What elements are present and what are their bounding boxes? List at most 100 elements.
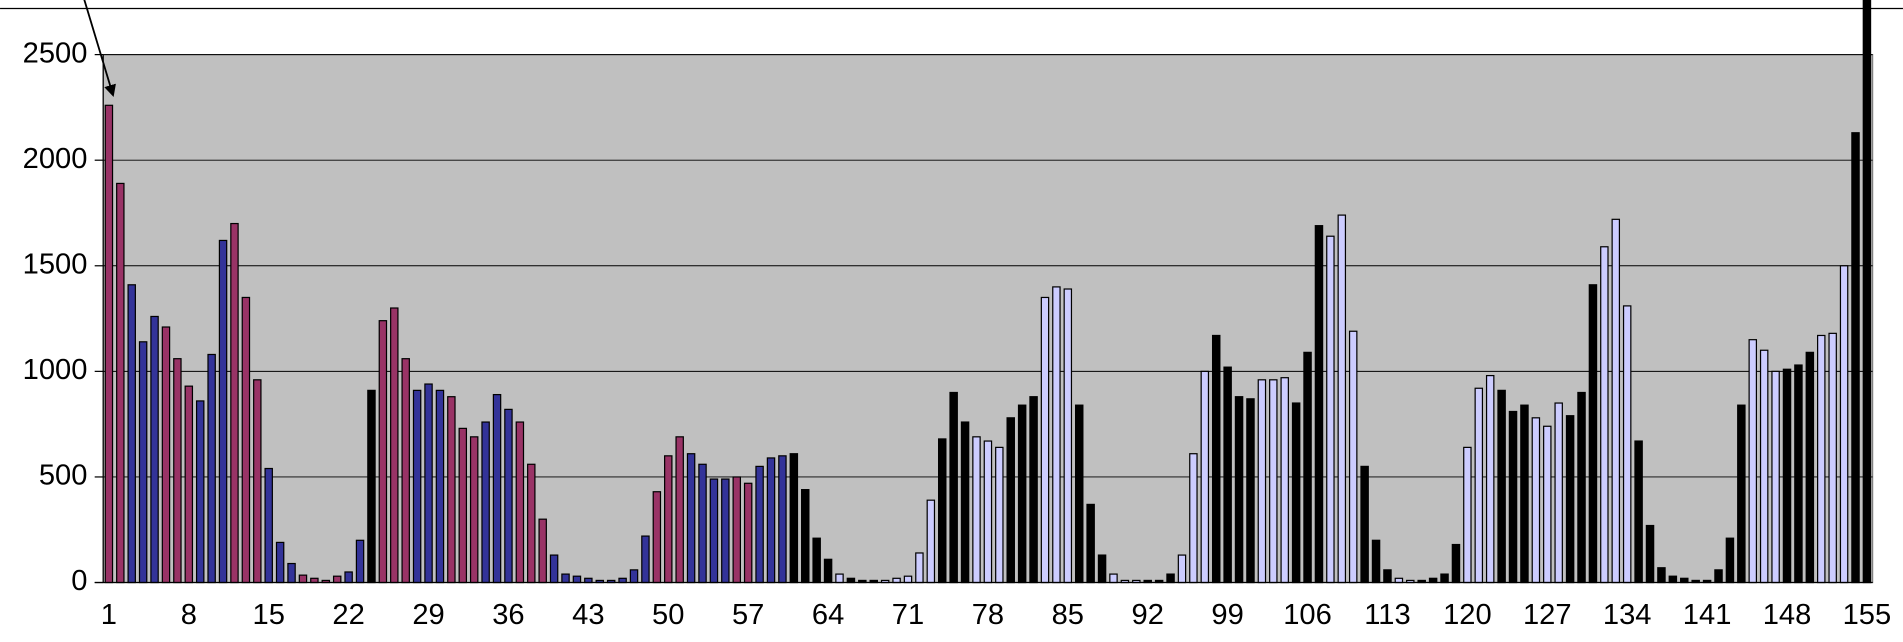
- y-tick-label: 0: [71, 565, 87, 597]
- bar: [1588, 284, 1598, 584]
- x-tick-label: 155: [1843, 599, 1892, 631]
- bar: [1657, 567, 1666, 584]
- bar: [138, 341, 148, 584]
- bar: [1828, 332, 1837, 584]
- bar: [1223, 366, 1232, 584]
- y-tick-label: 2000: [23, 143, 88, 175]
- bar: [903, 575, 913, 584]
- bar: [264, 467, 273, 584]
- bar: [1383, 569, 1392, 584]
- bar: [1451, 543, 1461, 584]
- bar: [789, 453, 799, 584]
- bar: [1531, 417, 1541, 584]
- bar: [492, 393, 502, 584]
- x-tick-label: 57: [732, 599, 764, 631]
- bar: [424, 383, 433, 584]
- x-tick-label: 85: [1052, 599, 1084, 631]
- bar: [1348, 330, 1358, 584]
- bar: [184, 385, 194, 584]
- bar: [1360, 465, 1369, 584]
- bar: [1006, 417, 1015, 584]
- bar: [538, 518, 547, 584]
- bar: [983, 440, 993, 584]
- x-tick-label: 127: [1523, 599, 1572, 631]
- bar: [412, 389, 422, 584]
- bar: [1200, 370, 1210, 584]
- bar: [937, 438, 947, 584]
- bar: [835, 573, 844, 584]
- bar: [549, 554, 559, 584]
- bar: [686, 453, 696, 584]
- bar: [960, 421, 970, 584]
- x-tick-label: 64: [812, 599, 844, 631]
- bar: [275, 541, 285, 584]
- bar: [1063, 288, 1073, 584]
- x-tick-label: 134: [1603, 599, 1652, 631]
- bar: [127, 284, 136, 584]
- bar: [1017, 404, 1027, 584]
- x-tick-label: 71: [892, 599, 924, 631]
- x-tick-label: 43: [572, 599, 604, 631]
- bar: [1817, 334, 1826, 584]
- bar: [812, 537, 821, 584]
- y-tick-label: 2500: [23, 37, 88, 69]
- bar: [207, 353, 216, 584]
- bar: [1600, 246, 1609, 584]
- x-tick-label: 120: [1443, 599, 1492, 631]
- bar: [1474, 387, 1484, 584]
- bar: [1520, 404, 1529, 584]
- bar: [949, 391, 958, 584]
- bar: [766, 457, 776, 584]
- bar: [926, 499, 936, 584]
- bar: [823, 558, 833, 584]
- bar: [1554, 402, 1563, 584]
- bar: [1109, 573, 1118, 584]
- bar: [1074, 404, 1084, 584]
- bar: [743, 482, 753, 584]
- bar: [1748, 339, 1758, 584]
- bar: [1177, 554, 1187, 584]
- bar: [515, 421, 525, 584]
- bar: [721, 478, 730, 584]
- bar: [801, 489, 810, 584]
- bar: [435, 389, 445, 584]
- bar: [1508, 410, 1518, 584]
- bar: [1234, 396, 1244, 584]
- x-tick-label: 141: [1683, 599, 1732, 631]
- bar: [561, 573, 570, 584]
- bar: [1428, 577, 1438, 584]
- bar: [1394, 577, 1404, 584]
- bar: [755, 465, 764, 584]
- bar: [1645, 524, 1655, 584]
- bar: [1189, 453, 1198, 584]
- bar: [1097, 554, 1107, 584]
- bar: [504, 408, 513, 584]
- bar: [1326, 235, 1335, 584]
- bar: [367, 389, 376, 584]
- bar: [481, 421, 490, 584]
- bar: [332, 575, 342, 584]
- x-tick-label: 22: [332, 599, 364, 631]
- bar: [1565, 415, 1575, 584]
- bar: [1303, 351, 1312, 584]
- bar: [469, 436, 479, 584]
- bar: [1166, 573, 1175, 584]
- bar: [287, 562, 296, 584]
- bar: [1485, 374, 1495, 584]
- bar: [1782, 368, 1792, 584]
- bar: [1029, 396, 1038, 584]
- bar: [161, 326, 171, 584]
- bar: [584, 577, 593, 584]
- bar: [104, 104, 114, 584]
- bar: [1280, 377, 1289, 584]
- bar: [629, 569, 639, 584]
- x-tick-label: 36: [492, 599, 524, 631]
- bar: [1269, 379, 1278, 584]
- x-tick-label: 113: [1364, 599, 1410, 631]
- bar: [618, 577, 627, 584]
- bar: [892, 577, 901, 584]
- bar: [972, 436, 981, 584]
- bar: [1337, 214, 1347, 584]
- bar: [1611, 218, 1621, 584]
